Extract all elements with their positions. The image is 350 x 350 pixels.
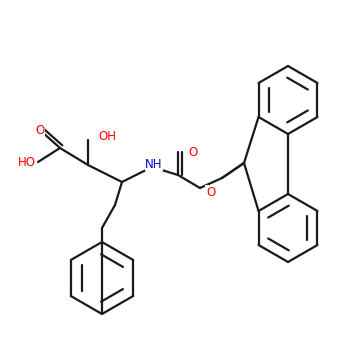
- Text: O: O: [35, 124, 45, 136]
- Text: HO: HO: [18, 155, 36, 168]
- Text: OH: OH: [98, 131, 116, 144]
- Text: O: O: [188, 146, 197, 159]
- Text: NH: NH: [145, 158, 163, 170]
- Text: O: O: [206, 186, 215, 198]
